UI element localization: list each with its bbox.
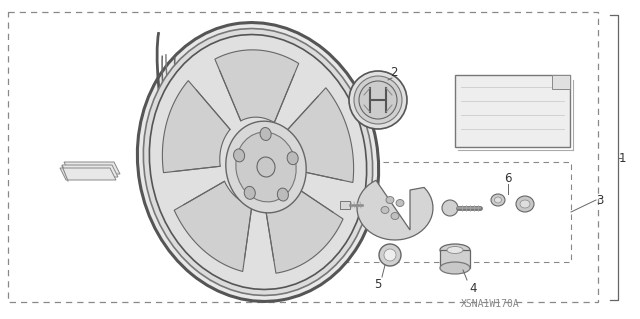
Ellipse shape [234,149,244,162]
Ellipse shape [442,200,458,216]
Polygon shape [552,75,570,89]
Polygon shape [265,185,343,273]
Ellipse shape [381,206,389,213]
Bar [440,250,470,268]
Polygon shape [163,81,230,173]
Bar [455,75,570,147]
Ellipse shape [384,249,396,261]
Ellipse shape [440,244,470,256]
Ellipse shape [149,34,367,289]
Ellipse shape [495,197,502,203]
Text: 4: 4 [469,281,477,294]
Ellipse shape [354,76,402,124]
Polygon shape [357,180,433,240]
Polygon shape [62,165,118,177]
Polygon shape [64,162,120,174]
Text: 6: 6 [504,172,512,184]
Ellipse shape [516,196,534,212]
Text: 1: 1 [618,152,626,165]
Ellipse shape [349,71,407,129]
Ellipse shape [260,128,271,140]
Ellipse shape [138,23,379,301]
Ellipse shape [143,29,372,295]
Bar [323,162,571,262]
Ellipse shape [386,197,394,204]
Ellipse shape [236,132,296,202]
Ellipse shape [447,247,463,254]
Text: 3: 3 [596,194,604,206]
Ellipse shape [391,212,399,219]
Ellipse shape [520,200,530,208]
Polygon shape [174,181,252,271]
Polygon shape [285,88,354,182]
Text: 2: 2 [390,65,397,78]
Ellipse shape [287,152,298,165]
Bar [340,201,350,209]
Ellipse shape [396,199,404,206]
Text: 5: 5 [374,278,381,292]
Ellipse shape [226,121,306,213]
Polygon shape [60,168,116,180]
Ellipse shape [359,81,397,119]
Text: XSNA1W170A: XSNA1W170A [461,299,520,309]
Ellipse shape [379,244,401,266]
Ellipse shape [244,186,255,199]
Ellipse shape [440,262,470,274]
Ellipse shape [257,157,275,177]
Ellipse shape [491,194,505,206]
Ellipse shape [277,188,289,201]
Polygon shape [215,50,299,122]
